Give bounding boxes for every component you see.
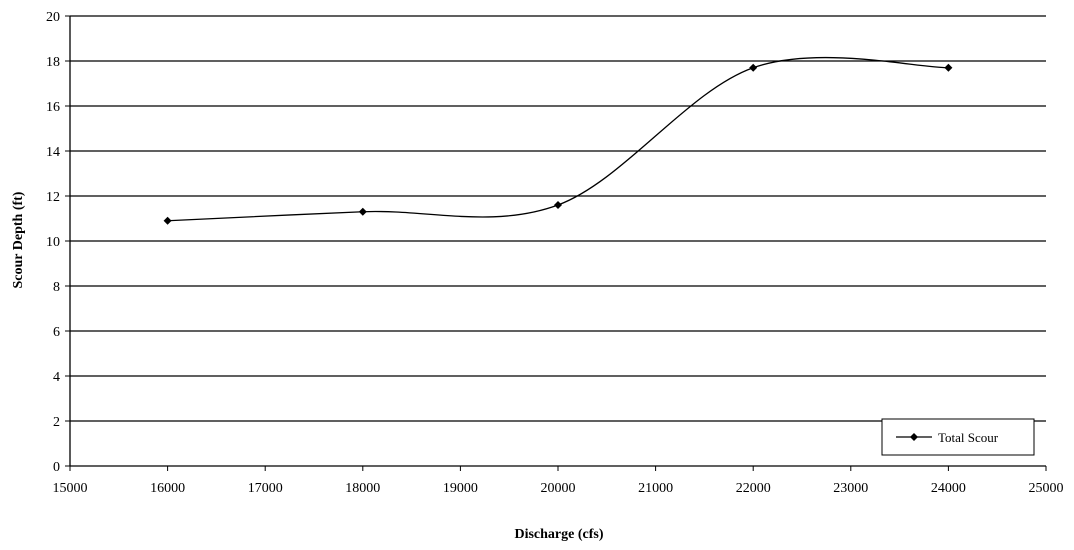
data-point-20000 (554, 201, 562, 209)
y-tick-label-8: 8 (53, 280, 60, 295)
y-tick-label-4: 4 (53, 370, 60, 385)
x-tick-label-15000: 15000 (53, 481, 88, 496)
x-tick-label-17000: 17000 (248, 481, 283, 496)
y-tick-label-12: 12 (46, 190, 60, 205)
x-tick-label-16000: 16000 (150, 481, 185, 496)
y-axis-title: Scour Depth (ft) (11, 191, 26, 288)
y-tick-label-18: 18 (46, 55, 60, 70)
x-tick-label-22000: 22000 (736, 481, 771, 496)
legend-marker (910, 433, 918, 441)
x-tick-label-23000: 23000 (833, 481, 868, 496)
grid-lines (70, 15, 1046, 422)
data-point-16000 (163, 216, 172, 225)
x-tick-label-19000: 19000 (443, 481, 478, 496)
data-point-24000 (944, 63, 953, 72)
x-tick-label-18000: 18000 (345, 481, 380, 496)
data-point-22000 (749, 63, 758, 72)
legend-label-total-scour: Total Scour (938, 430, 999, 445)
x-tick-label-24000: 24000 (931, 481, 966, 496)
y-tick-label-20: 20 (46, 10, 60, 25)
x-tick-label-21000: 21000 (638, 481, 673, 496)
data-point-18000 (358, 207, 367, 216)
y-tick-label-16: 16 (46, 100, 60, 115)
x-tick-label-25000: 25000 (1029, 481, 1064, 496)
legend: Total Scour (881, 418, 1035, 456)
y-tick-label-10: 10 (46, 235, 60, 250)
series-layer (163, 56, 953, 225)
y-tick-label-6: 6 (53, 325, 60, 340)
y-tick-label-0: 0 (53, 460, 60, 475)
x-axis-title: Discharge (cfs) (514, 527, 603, 542)
x-tick-label-20000: 20000 (541, 481, 576, 496)
y-tick-label-2: 2 (53, 415, 60, 430)
y-tick-label-14: 14 (46, 145, 60, 160)
tick-labels: 0 2 4 6 8 10 12 14 16 18 20 15000 16000 17000 18000 190… (46, 10, 1064, 496)
